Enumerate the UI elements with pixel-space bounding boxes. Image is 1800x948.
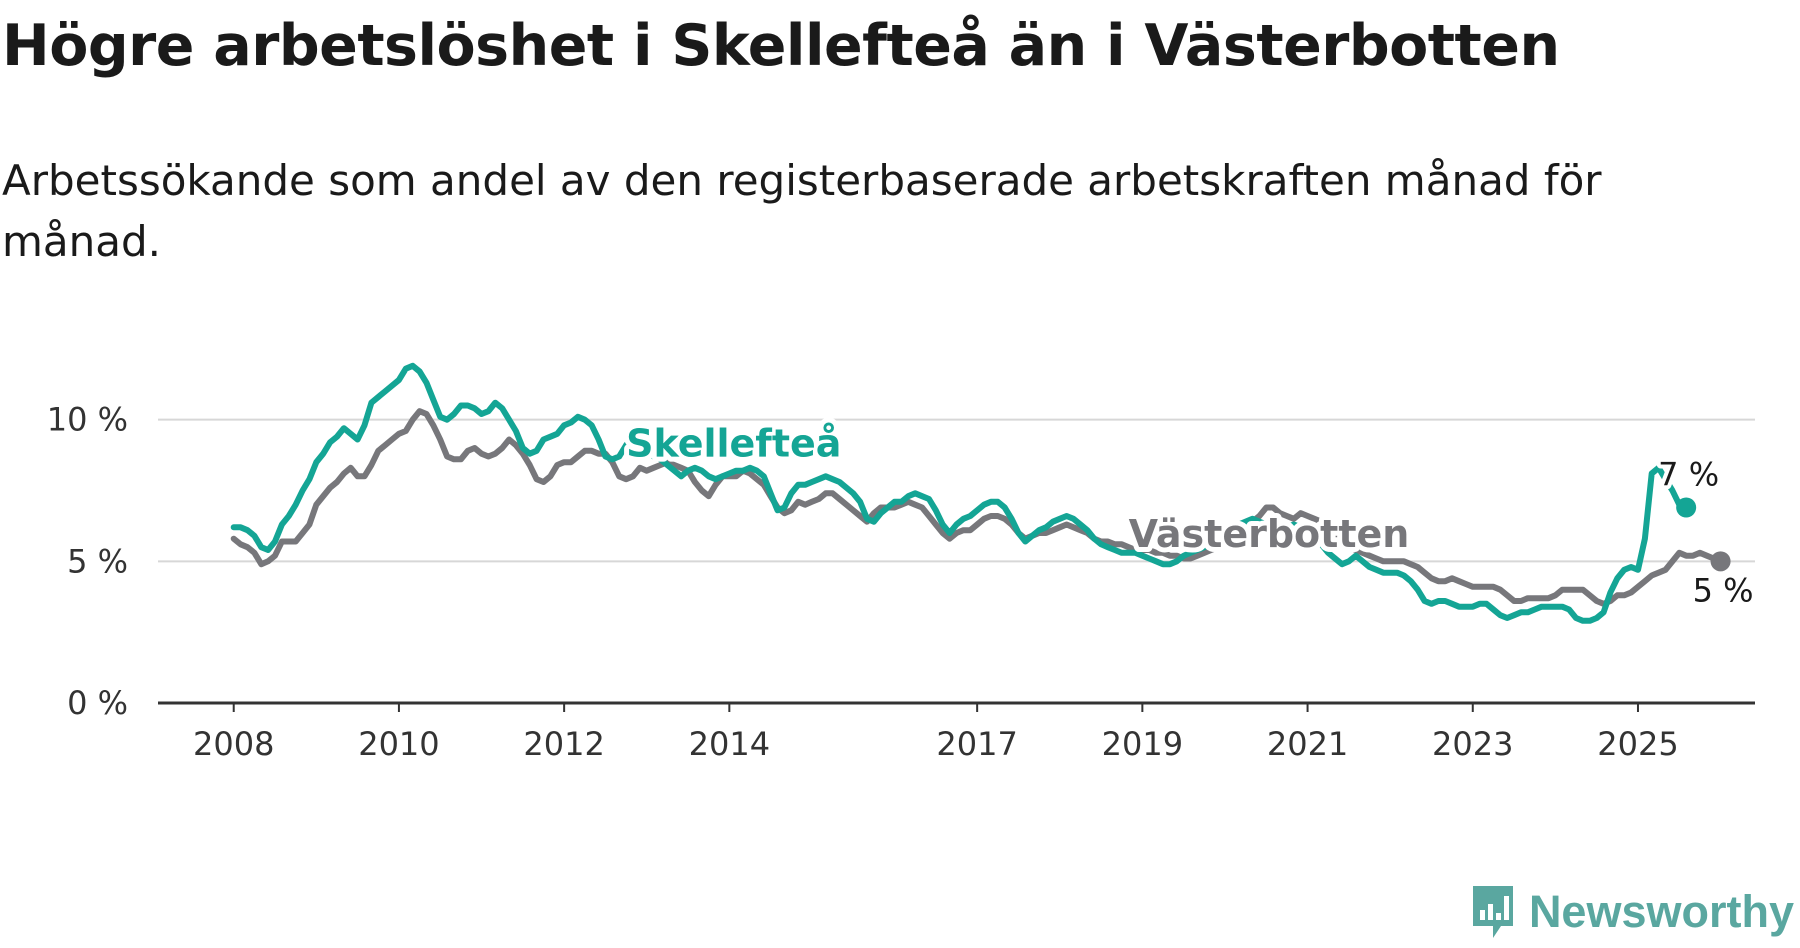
x-tick-label-2021: 2021 — [1267, 725, 1348, 763]
chart-title: Högre arbetslöshet i Skellefteå än i Väs… — [2, 13, 1560, 79]
x-tick-label-2012: 2012 — [523, 725, 604, 763]
end-label-vsterbotten: 5 % — [1693, 571, 1754, 609]
x-tick-label-2023: 2023 — [1432, 725, 1513, 763]
y-tick-label-10: 10 % — [47, 401, 128, 439]
x-tick-label-2014: 2014 — [689, 725, 770, 763]
x-tick-label-2019: 2019 — [1102, 725, 1183, 763]
end-point-vsterbotten — [1710, 551, 1731, 572]
series-line-skellefte — [230, 362, 1690, 624]
newsworthy-logo-icon — [1472, 886, 1513, 938]
x-tick-label-2017: 2017 — [936, 725, 1017, 763]
series-line-vsterbotten — [230, 408, 1724, 607]
y-tick-label-0: 0 % — [67, 684, 128, 722]
x-tick-label-2010: 2010 — [358, 725, 439, 763]
x-tick-label-2025: 2025 — [1597, 725, 1678, 763]
series-label-vsterbotten: Västerbotten — [1129, 512, 1410, 556]
end-label-skellefte: 7 % — [1658, 456, 1719, 494]
chart-subtitle: Arbetssökande som andel av den registerb… — [2, 156, 1602, 266]
newsworthy-logo: Newsworthy — [1469, 882, 1794, 942]
y-tick-label-5: 5 % — [67, 542, 128, 580]
newsworthy-logo-text: Newsworthy — [1528, 886, 1794, 937]
series-label-skellefte: Skellefteå — [626, 421, 841, 465]
end-point-skellefte — [1676, 497, 1697, 518]
x-tick-label-2008: 2008 — [193, 725, 274, 763]
